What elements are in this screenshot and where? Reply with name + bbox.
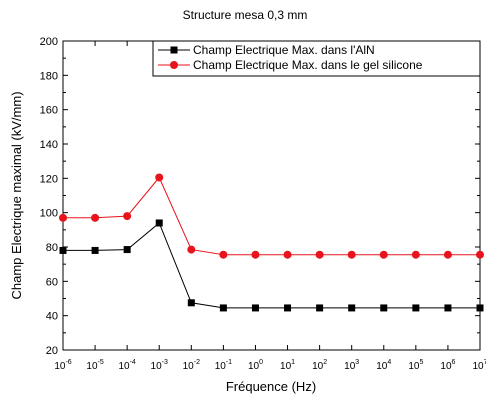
data-point bbox=[283, 250, 292, 259]
x-tick-label: 101 bbox=[280, 359, 295, 372]
data-point bbox=[476, 250, 484, 259]
x-tick-label: 105 bbox=[408, 359, 423, 372]
y-axis: 20 40 60 80 100 120 140 160 180 200 bbox=[40, 36, 480, 357]
series-group bbox=[59, 173, 484, 312]
data-point bbox=[155, 173, 164, 182]
y-tick-label: 20 bbox=[46, 345, 58, 357]
x-tick-label: 100 bbox=[248, 359, 263, 372]
data-point bbox=[91, 213, 100, 222]
y-tick-label: 160 bbox=[40, 105, 58, 117]
data-point bbox=[251, 304, 259, 312]
y-axis-label: Champ Electrique maximal (kV/mm) bbox=[9, 91, 24, 299]
x-tick-label: 10-1 bbox=[215, 359, 232, 372]
y-tick-label: 40 bbox=[46, 311, 58, 323]
y-tick-label: 120 bbox=[40, 173, 58, 185]
legend-label-0: Champ Electrique Max. dans l'AlN bbox=[193, 43, 375, 57]
data-point bbox=[476, 304, 484, 312]
data-point bbox=[284, 304, 292, 312]
x-tick-label: 104 bbox=[376, 359, 391, 372]
data-point bbox=[59, 213, 67, 222]
y-tick-label: 180 bbox=[40, 70, 58, 82]
x-tick-label: 106 bbox=[440, 359, 455, 372]
data-point bbox=[219, 250, 228, 259]
x-tick-label: 10-5 bbox=[86, 359, 103, 372]
data-point bbox=[315, 250, 324, 259]
data-point bbox=[59, 246, 67, 254]
x-tick-label: 10-6 bbox=[54, 359, 71, 372]
data-point bbox=[411, 250, 420, 259]
data-point bbox=[316, 304, 324, 312]
y-tick-label: 200 bbox=[40, 36, 58, 48]
chart-title: Structure mesa 0,3 mm bbox=[183, 8, 308, 22]
legend-label-1: Champ Electrique Max. dans le gel silico… bbox=[193, 58, 423, 72]
legend-marker-0 bbox=[170, 46, 178, 54]
x-tick-label: 107 bbox=[472, 359, 486, 372]
data-point bbox=[412, 304, 420, 312]
series-line-1 bbox=[63, 176, 480, 256]
x-tick-label: 102 bbox=[312, 359, 327, 372]
y-tick-label: 80 bbox=[46, 242, 58, 254]
x-tick-label: 103 bbox=[344, 359, 359, 372]
data-point bbox=[123, 212, 132, 221]
data-point bbox=[251, 250, 260, 259]
data-point bbox=[444, 304, 452, 312]
data-point bbox=[348, 304, 356, 312]
data-point bbox=[91, 246, 99, 254]
plot-frame bbox=[62, 40, 481, 351]
data-point bbox=[443, 250, 452, 259]
x-axis-label: Fréquence (Hz) bbox=[226, 379, 316, 394]
data-point bbox=[380, 304, 388, 312]
x-axis: 10-6 10-5 10-4 10-3 10-2 10-1 100 101 102 103 104 1… bbox=[54, 41, 486, 372]
y-tick-label: 100 bbox=[40, 208, 58, 220]
x-tick-label: 10-2 bbox=[183, 359, 200, 372]
data-point bbox=[219, 304, 227, 312]
data-point bbox=[347, 250, 356, 259]
x-tick-label: 10-4 bbox=[118, 359, 135, 372]
data-point bbox=[187, 299, 195, 307]
data-point bbox=[379, 250, 388, 259]
data-point bbox=[187, 245, 196, 254]
legend-box bbox=[152, 40, 481, 77]
y-tick-label: 140 bbox=[40, 139, 58, 151]
data-point bbox=[155, 219, 163, 227]
series-line-0 bbox=[63, 222, 480, 309]
legend-marker-1 bbox=[170, 61, 178, 69]
y-tick-label: 60 bbox=[46, 276, 58, 288]
x-tick-label: 10-3 bbox=[151, 359, 168, 372]
data-point bbox=[123, 246, 131, 254]
